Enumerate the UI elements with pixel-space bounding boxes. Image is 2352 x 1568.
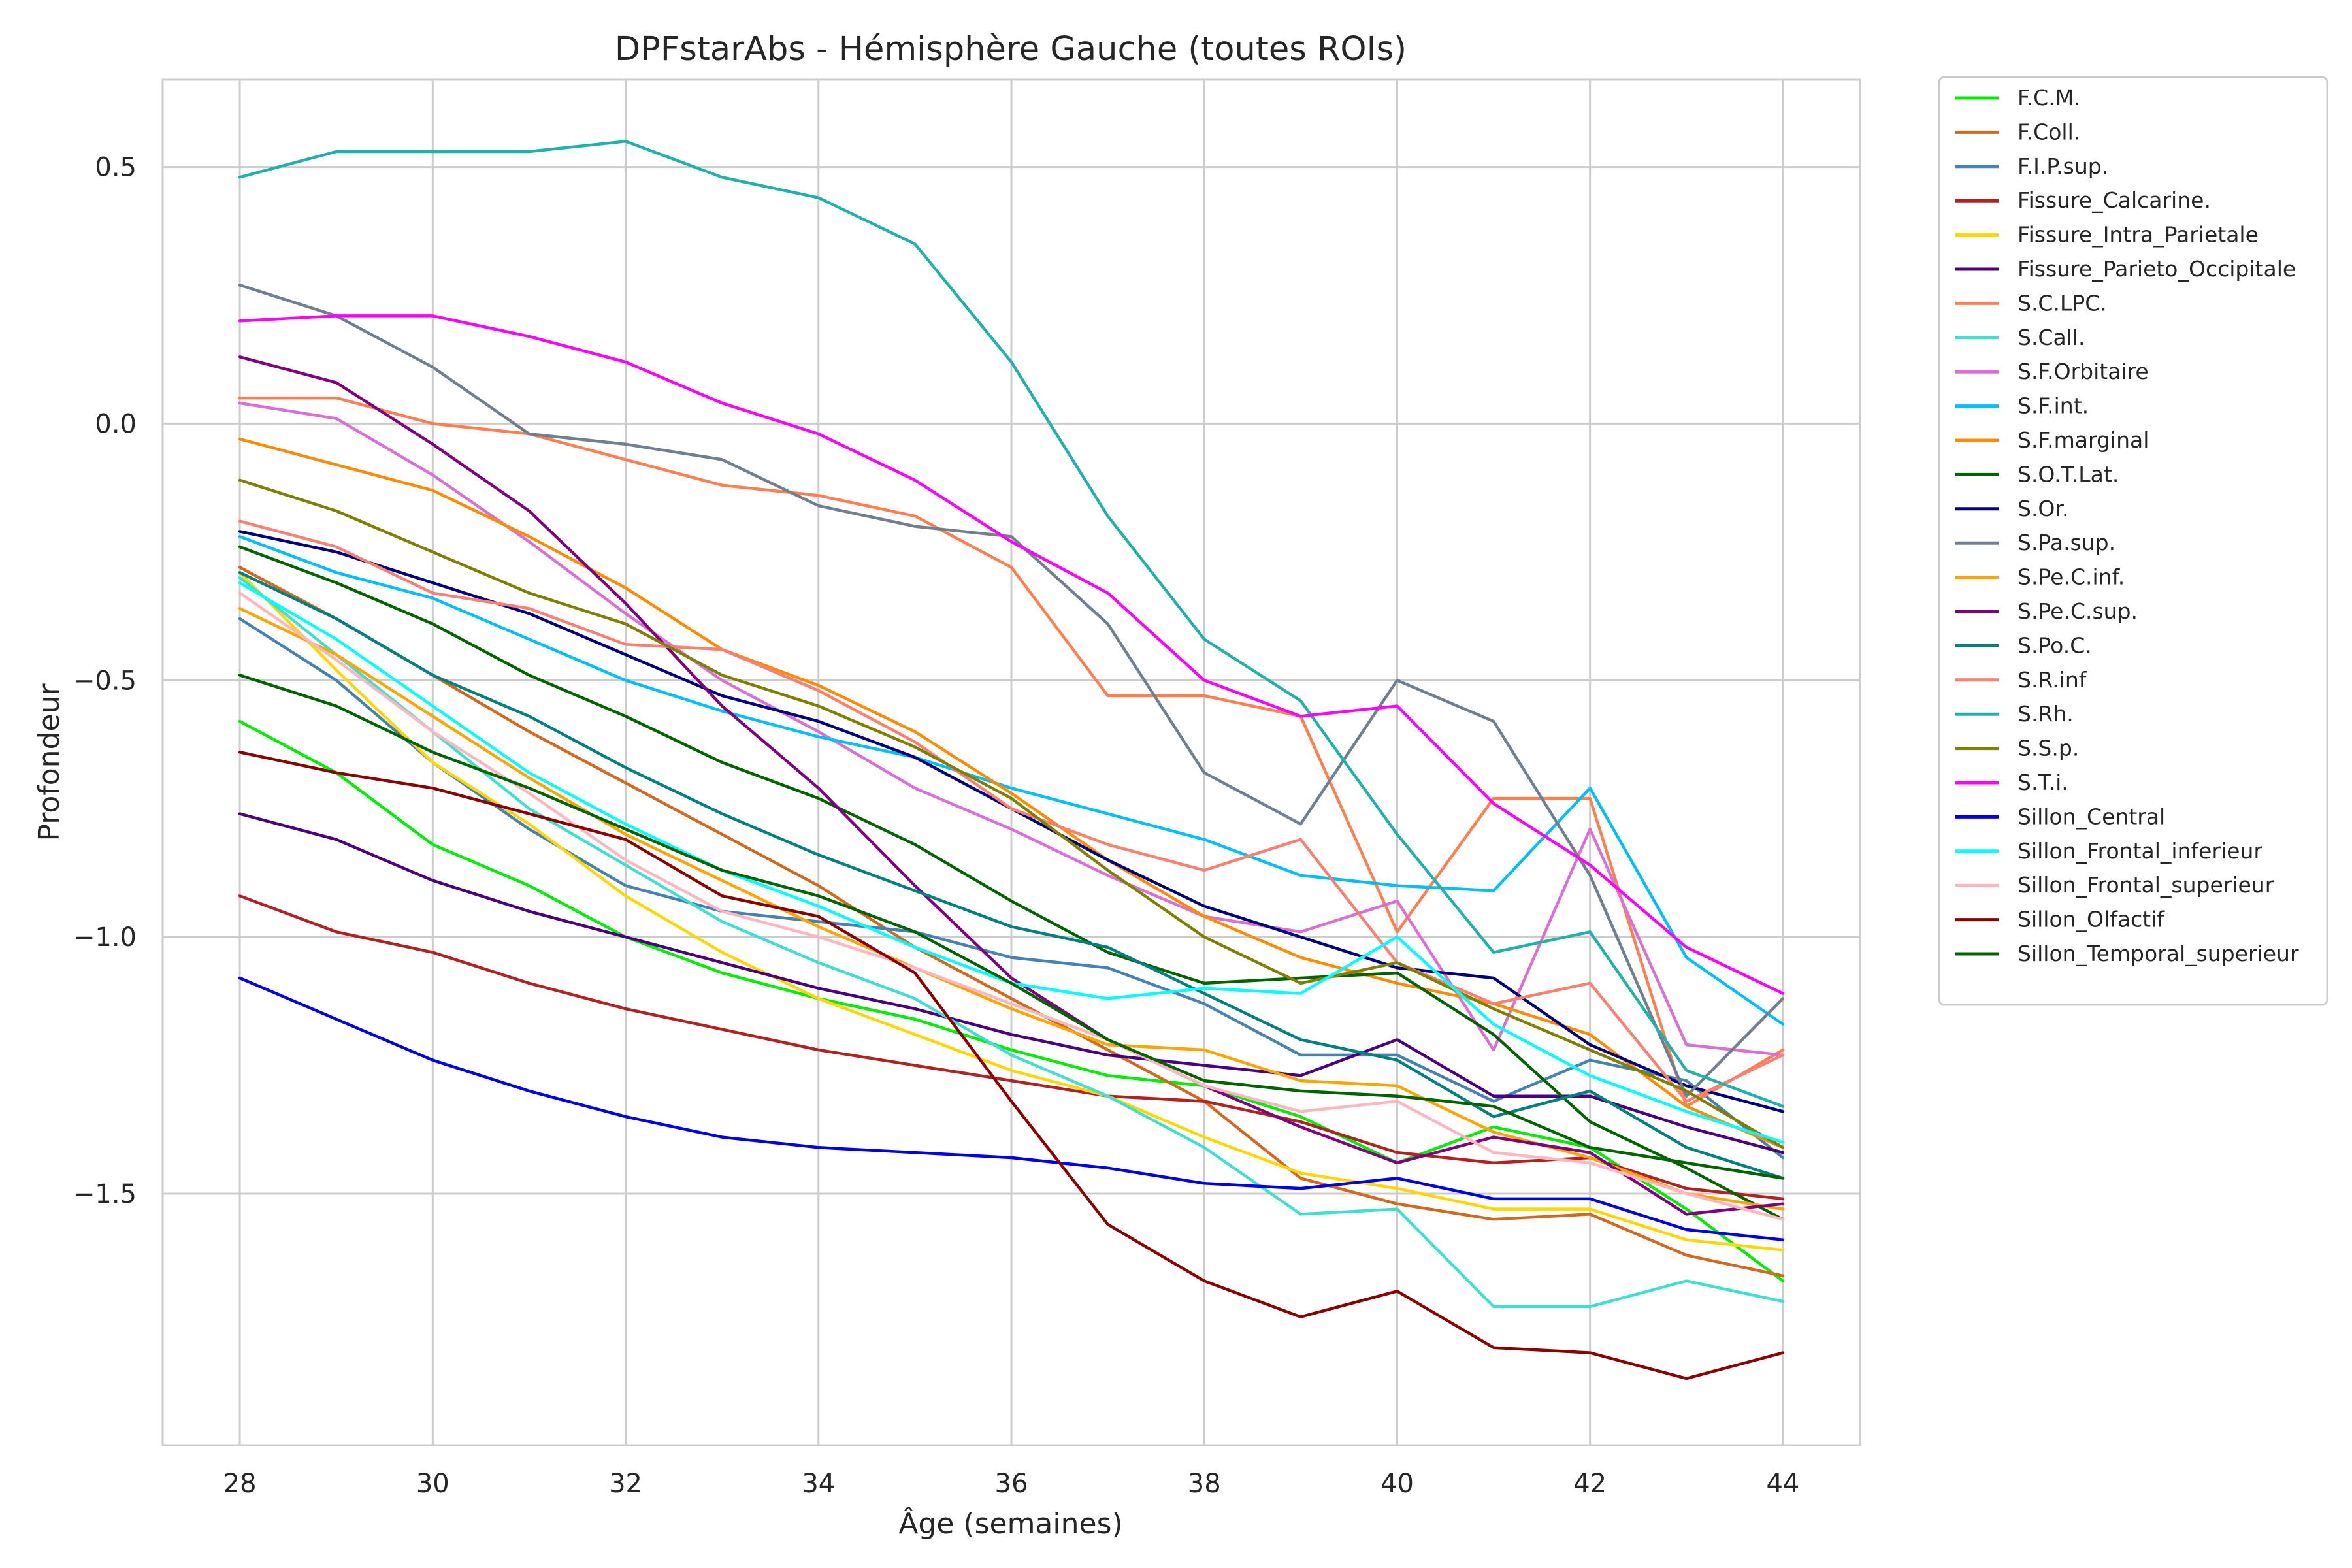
- legend-label: S.F.int.: [2017, 393, 2089, 419]
- series-line-21: [238, 976, 1785, 1241]
- legend-label: S.Pe.C.sup.: [2017, 598, 2138, 624]
- legend-label: Fissure_Calcarine.: [2017, 188, 2211, 213]
- y-tick-label: −1.5: [73, 1179, 137, 1209]
- legend-label: S.R.inf: [2017, 667, 2087, 693]
- legend-label: S.C.LPC.: [2017, 290, 2107, 316]
- series-line-14: [238, 607, 1785, 1211]
- series-line-20: [238, 314, 1785, 995]
- legend: F.C.M. F.Coll. F.I.P.sup. Fissure_Calcarine…: [1938, 76, 2328, 1006]
- legend-label: F.Coll.: [2017, 119, 2080, 144]
- series-line-0: [238, 719, 1785, 1282]
- x-tick-label: 30: [416, 1469, 449, 1499]
- legend-label: Sillon_Frontal_superieur: [2017, 872, 2274, 898]
- series-line-9: [238, 535, 1785, 1026]
- x-tick-label: 40: [1380, 1469, 1414, 1499]
- legend-label: S.T.i.: [2017, 770, 2068, 795]
- x-tick-label: 38: [1188, 1469, 1221, 1499]
- series-line-7: [238, 576, 1785, 1309]
- plot-frame: [161, 78, 1861, 1446]
- legend-label: F.I.P.sup.: [2017, 154, 2108, 179]
- legend-label: Sillon_Frontal_inferieur: [2017, 838, 2262, 864]
- series-line-25: [238, 674, 1785, 1180]
- legend-entries: F.C.M. F.Coll. F.I.P.sup. Fissure_Calcarine…: [1955, 85, 2299, 966]
- legend-label: S.Call.: [2017, 325, 2085, 350]
- legend-label: S.F.Orbitaire: [2017, 359, 2149, 384]
- legend-label: S.S.p.: [2017, 736, 2079, 761]
- series-line-23: [238, 591, 1785, 1221]
- legend-label: S.O.T.Lat.: [2017, 461, 2119, 487]
- legend-label: S.Pe.C.inf.: [2017, 564, 2125, 590]
- series-line-16: [238, 571, 1785, 1180]
- y-axis-ticks: 0.5 0.0 −0.5 −1.0 −1.5: [73, 153, 137, 1209]
- series-line-11: [238, 545, 1785, 1221]
- legend-label: Sillon_Central: [2017, 804, 2165, 829]
- legend-label: Fissure_Parieto_Occipitale: [2017, 256, 2296, 282]
- legend-label: S.Pa.sup.: [2017, 530, 2115, 555]
- series-line-1: [238, 566, 1785, 1277]
- legend-label: S.Po.C.: [2017, 632, 2092, 658]
- legend-frame: [1938, 76, 2328, 1006]
- x-axis-ticks: 28 30 32 34 36 38 40 42 44: [223, 1469, 1800, 1499]
- series-line-3: [238, 894, 1785, 1201]
- series-line-24: [238, 751, 1785, 1380]
- series-lines: [238, 140, 1785, 1380]
- series-line-2: [238, 617, 1785, 1160]
- series-line-15: [238, 355, 1785, 1216]
- legend-label: S.Rh.: [2017, 701, 2074, 727]
- legend-label: S.Or.: [2017, 496, 2068, 521]
- series-line-10: [238, 437, 1785, 1149]
- y-axis-label: Profondeur: [33, 683, 66, 841]
- legend-label: S.F.marginal: [2017, 427, 2149, 453]
- series-line-4: [238, 571, 1785, 1252]
- gridlines: [163, 80, 1860, 1445]
- chart-title: DPFstarAbs - Hémisphère Gauche (toutes R…: [615, 30, 1407, 69]
- x-tick-label: 36: [995, 1469, 1028, 1499]
- legend-label: Sillon_Temporal_superieur: [2017, 941, 2299, 966]
- y-tick-label: −1.0: [73, 923, 137, 953]
- series-line-18: [238, 140, 1785, 1108]
- y-tick-label: −0.5: [73, 666, 137, 696]
- legend-label: Sillon_Olfactif: [2017, 907, 2165, 932]
- y-tick-label: 0.5: [95, 153, 137, 183]
- series-line-6: [238, 396, 1785, 1108]
- series-line-8: [238, 401, 1785, 1057]
- series-line-19: [238, 478, 1785, 1149]
- y-tick-label: 0.0: [95, 409, 137, 439]
- legend-label: F.C.M.: [2017, 85, 2081, 110]
- series-line-5: [238, 812, 1785, 1154]
- x-tick-label: 44: [1766, 1469, 1799, 1499]
- x-axis-label: Âge (semaines): [898, 1506, 1122, 1541]
- series-line-13: [238, 284, 1785, 1098]
- x-tick-label: 34: [802, 1469, 835, 1499]
- x-tick-label: 28: [223, 1469, 257, 1499]
- x-tick-label: 42: [1573, 1469, 1607, 1499]
- series-line-17: [238, 519, 1785, 1103]
- x-tick-label: 32: [609, 1469, 642, 1499]
- legend-label: Fissure_Intra_Parietale: [2017, 222, 2259, 248]
